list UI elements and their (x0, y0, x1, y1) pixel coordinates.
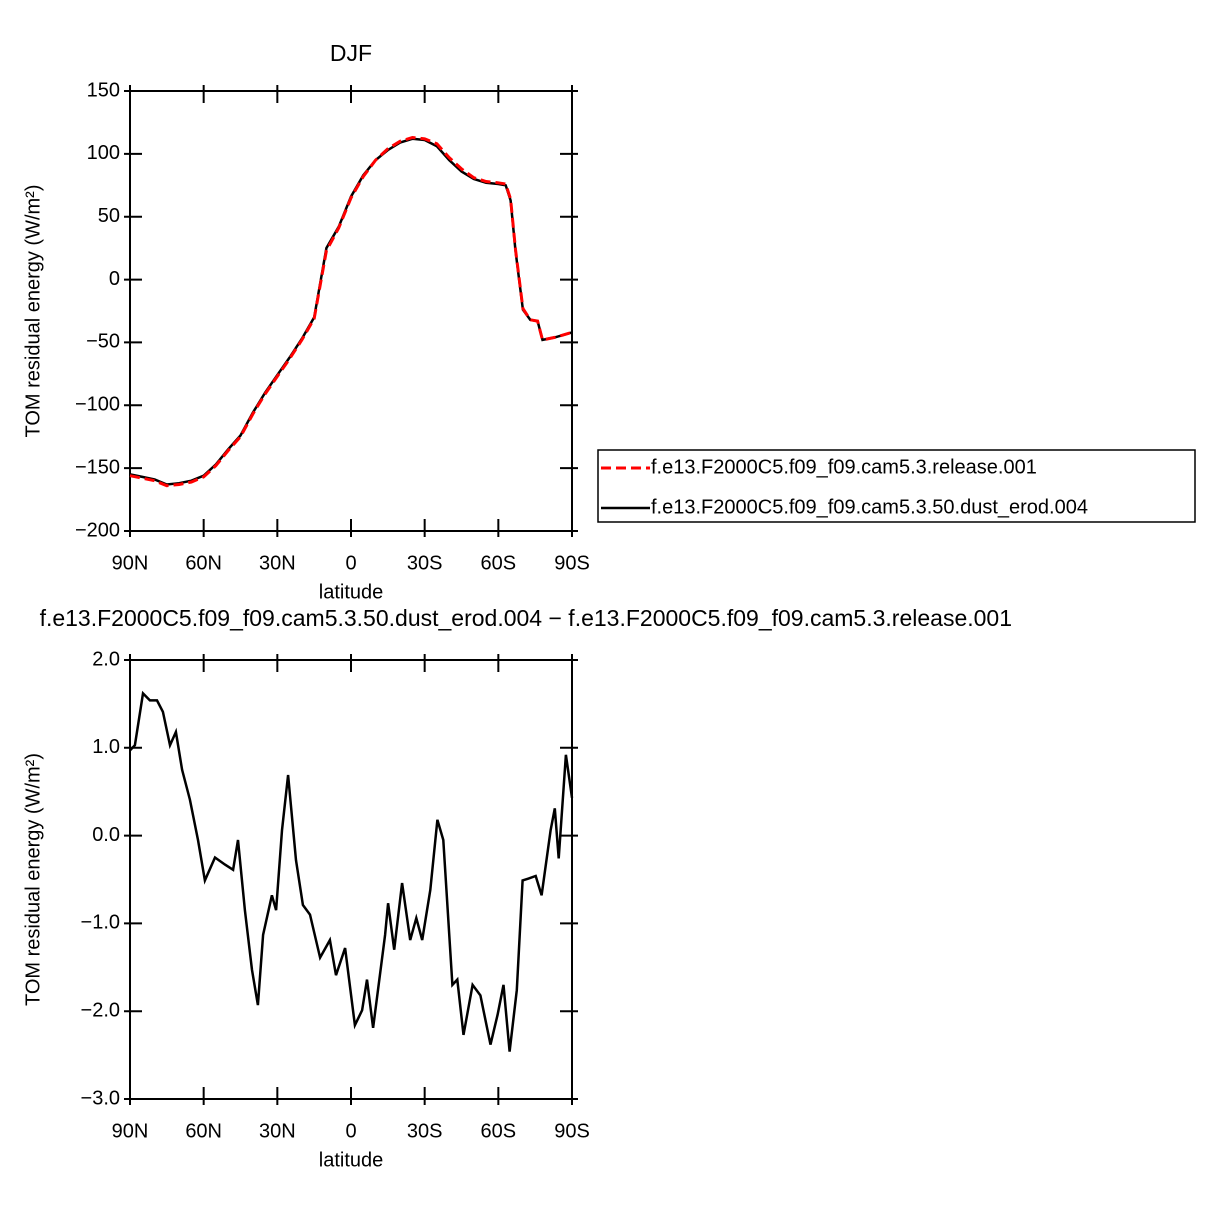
x-tick-label: 30N (259, 552, 296, 574)
x-tick-label: 60S (481, 552, 517, 574)
y-tick-label: 100 (87, 142, 120, 164)
legend-label: f.e13.F2000C5.f09_f09.cam5.3.50.dust_ero… (651, 496, 1088, 518)
x-tick-label: 60N (185, 552, 222, 574)
y-axis-label: TOM residual energy (W/m²) (22, 184, 44, 437)
y-tick-label: 2.0 (92, 648, 120, 670)
y-tick-label: −100 (75, 394, 120, 416)
x-axis-label: latitude (319, 1149, 384, 1171)
plot-frame (129, 659, 573, 1100)
data-line (129, 690, 574, 1052)
y-tick-label: −200 (75, 519, 120, 541)
y-tick-label: −50 (86, 331, 120, 353)
x-tick-label: 0 (345, 552, 356, 574)
legend-label: f.e13.F2000C5.f09_f09.cam5.3.release.001 (651, 456, 1037, 478)
x-tick-label: 60N (185, 1120, 222, 1142)
y-tick-label: 150 (87, 79, 120, 101)
x-tick-label: 90N (112, 552, 149, 574)
y-tick-label: 0.0 (92, 824, 120, 846)
chart-title: f.e13.F2000C5.f09_f09.cam5.3.50.dust_ero… (40, 605, 1012, 631)
plot-frame (129, 90, 573, 532)
x-axis-label: latitude (319, 581, 384, 603)
x-tick-label: 90N (112, 1120, 149, 1142)
x-tick-label: 90S (554, 552, 590, 574)
legend-box (597, 449, 1196, 523)
y-tick-label: −1.0 (81, 912, 120, 934)
data-line (129, 137, 573, 486)
x-tick-label: 30N (259, 1120, 296, 1142)
x-tick-label: 0 (345, 1120, 356, 1142)
y-axis-label: TOM residual energy (W/m²) (22, 753, 44, 1006)
y-tick-label: −150 (75, 456, 120, 478)
y-tick-label: −3.0 (81, 1087, 120, 1109)
x-tick-label: 30S (407, 1120, 443, 1142)
x-tick-label: 30S (407, 552, 443, 574)
y-tick-label: −2.0 (81, 999, 120, 1021)
y-tick-label: 0 (109, 268, 120, 290)
y-tick-label: 50 (98, 205, 120, 227)
x-tick-label: 60S (481, 1120, 517, 1142)
data-line (129, 135, 573, 488)
chart-title: DJF (330, 40, 372, 66)
x-tick-label: 90S (554, 1120, 590, 1142)
y-tick-label: 1.0 (92, 736, 120, 758)
